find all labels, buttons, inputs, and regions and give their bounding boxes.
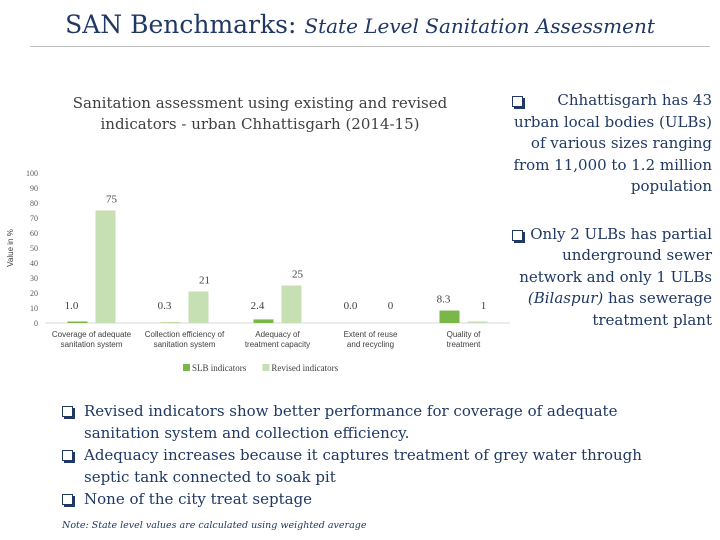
y-tick-label: 30 xyxy=(30,274,38,283)
x-tick-label-line: Collection efficiency of xyxy=(145,330,225,339)
data-label: 0.3 xyxy=(158,300,172,312)
note-sewer-network-text: Only 2 ULBs has partial underground sewe… xyxy=(519,224,712,286)
bar-slb xyxy=(253,319,274,323)
x-tick-label-line: Extent of reuse xyxy=(344,330,398,339)
y-tick-label: 50 xyxy=(30,244,38,253)
note-sewer-network-tail: has sewerage treatment plant xyxy=(592,289,712,329)
legend-label-slb: SLB indicators xyxy=(192,363,247,373)
title-divider xyxy=(30,46,710,47)
note-sewer-network: Only 2 ULBs has partial underground sewe… xyxy=(512,224,712,332)
y-tick-label: 80 xyxy=(30,199,38,208)
data-label: 0 xyxy=(388,300,394,312)
data-label: 21 xyxy=(199,275,210,287)
slide-title-main: SAN Benchmarks: xyxy=(65,10,297,39)
checkbox-bullet-icon xyxy=(62,406,73,417)
data-label: 75 xyxy=(106,194,118,206)
slide-title: SAN Benchmarks: State Level Sanitation A… xyxy=(0,10,720,39)
legend-swatch-slb xyxy=(183,364,190,371)
footnote: Note: State level values are calculated … xyxy=(62,520,367,531)
bottom-notes-list: Revised indicators show better performan… xyxy=(62,400,682,510)
x-tick-label: Coverage of adequate sanitation system xyxy=(52,330,132,349)
data-label: 0.0 xyxy=(344,300,358,312)
checkbox-bullet-icon xyxy=(62,494,73,505)
note-adequacy-text: Adequacy increases because it captures t… xyxy=(84,446,642,486)
note-ulb-count-text: Chhattisgarh has 43 urban local bodies (… xyxy=(513,91,712,195)
checkbox-bullet-icon xyxy=(512,229,523,241)
y-tick-label: 90 xyxy=(30,184,38,193)
bar-chart: Value in %01020304050607080901001.075Cov… xyxy=(6,169,510,373)
y-tick-label: 70 xyxy=(30,214,38,223)
y-tick-label: 100 xyxy=(26,169,38,178)
y-axis-label: Value in % xyxy=(6,229,15,267)
y-tick-label: 60 xyxy=(30,229,38,238)
bar-slb xyxy=(439,310,460,323)
x-tick-label-line: sanitation system xyxy=(154,340,216,349)
bar-revised xyxy=(467,321,488,323)
x-tick-label: Adequacy of treatment capacity xyxy=(245,330,310,349)
data-label: 1 xyxy=(481,300,487,312)
x-tick-label-line: Coverage of adequate xyxy=(52,330,132,339)
note-septage: None of the city treat septage xyxy=(62,488,682,510)
note-septage-text: None of the city treat septage xyxy=(84,490,313,508)
y-tick-label: 40 xyxy=(30,259,38,268)
x-tick-label-line: treatment capacity xyxy=(245,340,310,349)
x-tick-label: Quality of treatment xyxy=(447,330,482,349)
data-label: 8.3 xyxy=(437,294,451,306)
x-tick-label: Collection efficiency of sanitation syste… xyxy=(145,330,225,349)
x-tick-label-line: sanitation system xyxy=(61,340,123,349)
slide-title-subtitle: State Level Sanitation Assessment xyxy=(304,14,655,38)
y-tick-label: 10 xyxy=(30,304,38,313)
data-label: 25 xyxy=(292,269,304,281)
x-tick-label-line: treatment xyxy=(447,340,482,349)
checkbox-bullet-icon xyxy=(62,450,73,461)
x-tick-label-line: Quality of xyxy=(447,330,482,339)
x-tick-label-line: and recycling xyxy=(347,340,394,349)
x-tick-label: Extent of reuse and recycling xyxy=(344,330,398,349)
bar-slb xyxy=(67,321,88,323)
checkbox-bullet-icon xyxy=(512,96,523,107)
y-tick-label: 20 xyxy=(30,289,38,298)
y-tick-label: 0 xyxy=(34,319,38,328)
legend-label-revised: Revised indicators xyxy=(271,363,338,373)
bar-revised xyxy=(188,291,209,323)
x-tick-label-line: Adequacy of xyxy=(255,330,300,339)
note-ulb-count: Chhattisgarh has 43 urban local bodies (… xyxy=(512,90,712,198)
right-notes-list: Chhattisgarh has 43 urban local bodies (… xyxy=(512,90,712,357)
data-label: 1.0 xyxy=(65,300,79,312)
bar-revised xyxy=(281,285,302,323)
note-adequacy: Adequacy increases because it captures t… xyxy=(62,444,682,488)
note-bilaspur: (Bilaspur) xyxy=(527,289,604,307)
chart-title: Sanitation assessment using existing and… xyxy=(72,94,448,133)
legend-swatch-revised xyxy=(262,364,270,371)
chart-container: Value in % 0 10 20 30 40 50 60 70 80 90 100 1.0 75 Cov… xyxy=(0,85,520,385)
note-revised-indicators: Revised indicators show better performan… xyxy=(62,400,682,444)
bar-revised xyxy=(95,210,116,323)
note-revised-indicators-text: Revised indicators show better performan… xyxy=(84,402,618,442)
data-label: 2.4 xyxy=(251,300,265,312)
